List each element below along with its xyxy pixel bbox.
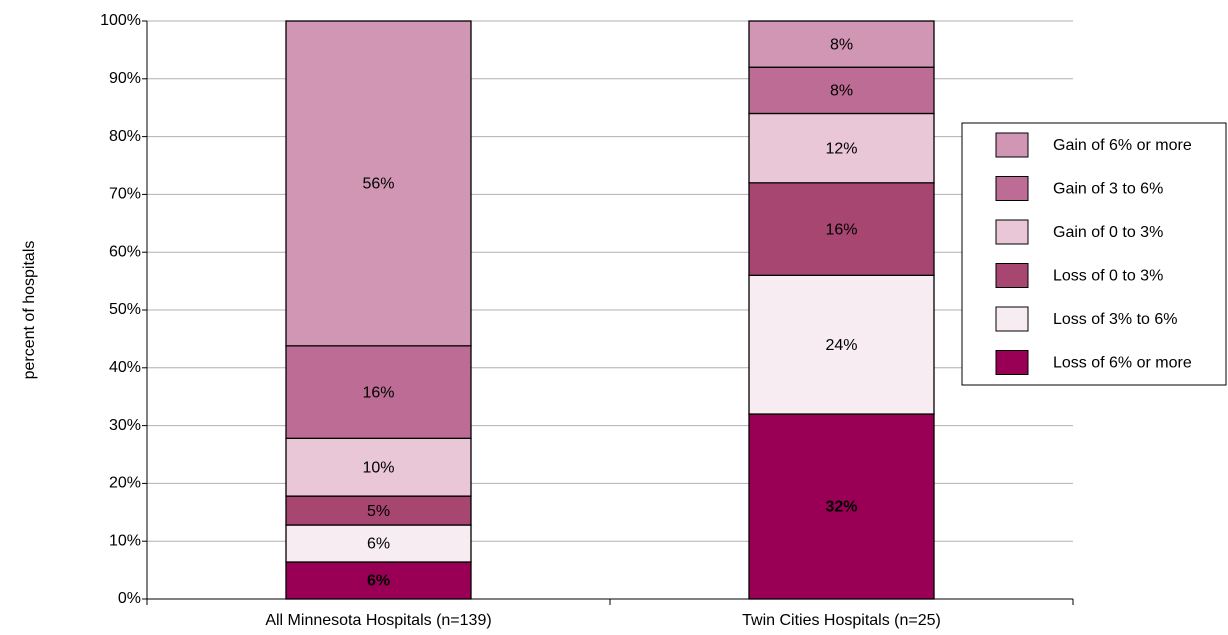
y-tick-label: 80% (109, 128, 141, 145)
data-label: 5% (367, 503, 390, 520)
y-tick-label: 10% (109, 532, 141, 549)
bar-segment (748, 112, 935, 184)
legend-swatch (995, 176, 1029, 201)
legend-box (961, 122, 1227, 386)
y-tick-label: 20% (109, 475, 141, 492)
data-label: 16% (362, 384, 394, 401)
x-tick-label: All Minnesota Hospitals (n=139) (265, 612, 491, 629)
y-tick-label: 50% (109, 301, 141, 318)
data-label: 6% (367, 573, 390, 590)
data-label: 10% (362, 459, 394, 476)
y-tick-label: 40% (109, 359, 141, 376)
bar-segment (285, 495, 472, 526)
x-tick-label: Twin Cities Hospitals (n=25) (742, 612, 941, 629)
y-tick-label: 30% (109, 417, 141, 434)
legend-label: Gain of 3 to 6% (1053, 181, 1163, 198)
bar-segment (285, 561, 472, 600)
data-label: 16% (825, 221, 857, 238)
y-tick-label: 100% (100, 12, 141, 29)
bar-segment (285, 345, 472, 439)
bar-segment (748, 274, 935, 415)
legend-swatch (995, 263, 1029, 288)
bar-segment (748, 182, 935, 276)
bar-segment (285, 437, 472, 497)
bar-segment (748, 413, 935, 600)
bar-segment (748, 20, 935, 68)
data-label: 8% (830, 36, 853, 53)
bar-segment (285, 20, 472, 347)
legend-swatch (995, 132, 1029, 158)
legend-label: Loss of 0 to 3% (1053, 268, 1163, 285)
data-label: 6% (367, 536, 390, 553)
legend-label: Loss of 3% to 6% (1053, 311, 1178, 328)
legend-swatch (995, 306, 1029, 332)
bar-segment (285, 524, 472, 563)
data-label: 32% (825, 499, 857, 516)
y-tick-label: 90% (109, 70, 141, 87)
data-label: 12% (825, 140, 857, 157)
data-label: 24% (825, 337, 857, 354)
y-axis-label: percent of hospitals (21, 241, 38, 380)
legend-label: Loss of 6% or more (1053, 355, 1192, 372)
y-tick-label: 60% (109, 243, 141, 260)
legend-label: Gain of 0 to 3% (1053, 224, 1163, 241)
legend-swatch (995, 350, 1029, 375)
legend-label: Gain of 6% or more (1053, 137, 1192, 154)
bar-segment (748, 66, 935, 115)
legend-swatch (995, 219, 1029, 245)
data-label: 56% (362, 176, 394, 193)
y-tick-label: 70% (109, 186, 141, 203)
data-label: 8% (830, 83, 853, 100)
y-tick-label: 0% (118, 590, 141, 607)
